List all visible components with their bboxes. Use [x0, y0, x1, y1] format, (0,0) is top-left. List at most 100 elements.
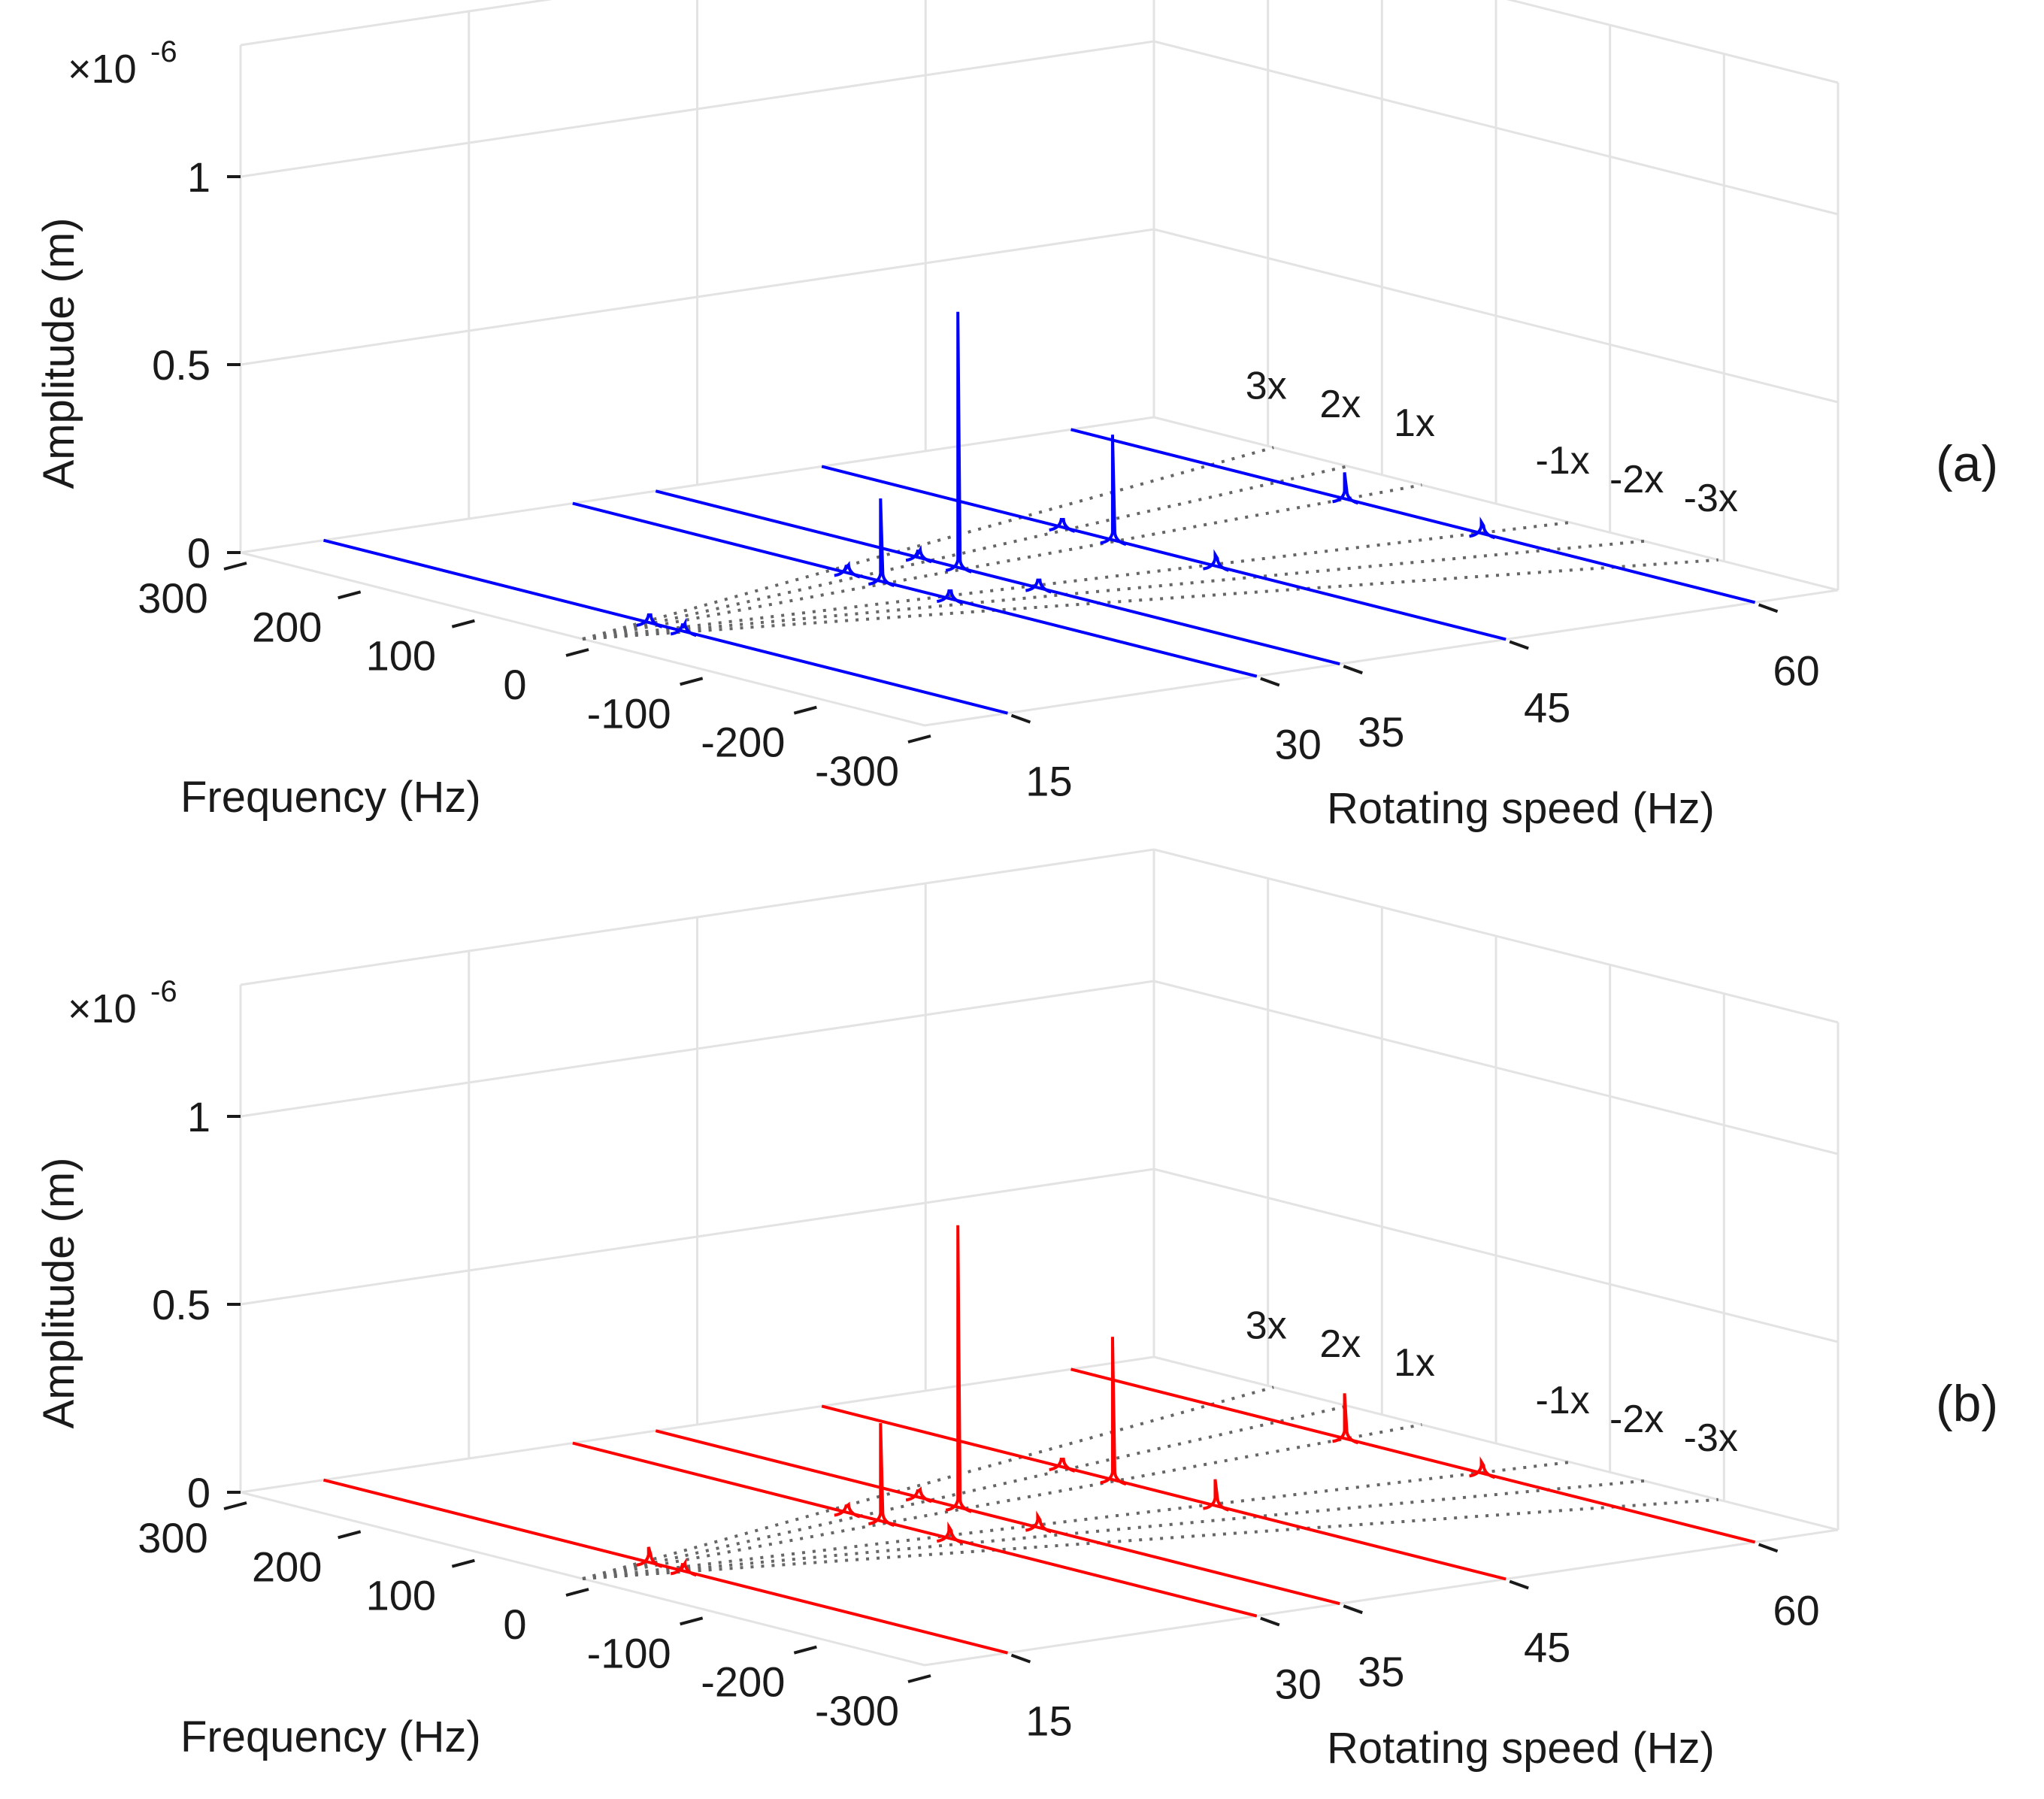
grid-line — [240, 416, 1155, 554]
grid-line — [240, 1355, 1155, 1494]
spectrum-peak — [1203, 549, 1230, 572]
x-tick-label: 300 — [138, 1514, 207, 1561]
spectrum-peak — [670, 618, 697, 638]
spectrum-peak — [834, 561, 861, 579]
spectrum-peak — [1469, 516, 1496, 540]
spectrum-peak — [1025, 578, 1052, 594]
y-tick-label: 60 — [1773, 1586, 1819, 1634]
spectrum-baseline — [655, 1429, 1340, 1606]
x-tick-label: 200 — [252, 1543, 322, 1590]
order-label: 2x — [1319, 383, 1361, 426]
z-axis-title: Amplitude (m) — [35, 218, 83, 489]
x-tick-label: -300 — [815, 747, 899, 795]
x-tick-label: 100 — [366, 632, 436, 680]
grid-line — [240, 228, 1155, 366]
y-axis-title: Rotating speed (Hz) — [1327, 1724, 1715, 1773]
grid-line — [1153, 1355, 1839, 1531]
spectrum-peak — [868, 498, 895, 587]
order-label: 3x — [1246, 1304, 1287, 1347]
grid-line — [1153, 228, 1839, 404]
y-tick — [1343, 1604, 1363, 1615]
z-tick-label: 0 — [187, 1469, 210, 1516]
exponent-label: ×10 — [68, 47, 137, 92]
order-line — [582, 1460, 1570, 1580]
y-tick — [1010, 713, 1031, 724]
spectrum-baseline — [821, 465, 1507, 641]
order-line — [582, 446, 1274, 641]
grid-line — [1506, 0, 1839, 84]
spectrum-peak — [1025, 1510, 1052, 1534]
y-tick-label: 15 — [1025, 758, 1072, 805]
series-speed-60 — [1070, 428, 1756, 604]
panel-label: (b) — [1936, 1375, 1998, 1432]
panel-a: 0 0.5 1 ×10 -6 Amplitude (m) 300 200 100 0 -100 -20… — [35, 0, 1998, 833]
spectrum-baseline — [1070, 428, 1756, 604]
grid-line — [1153, 416, 1839, 592]
x-tick — [793, 705, 817, 715]
z-tick-label: 1 — [187, 153, 210, 201]
exponent-label: ×10 — [68, 986, 137, 1031]
spectrum-peak — [1100, 435, 1127, 547]
spectrum-peak — [1332, 472, 1359, 505]
order-label: -1x — [1535, 439, 1589, 483]
x-tick-label: -300 — [815, 1687, 899, 1734]
spectrum-baseline — [821, 1404, 1507, 1581]
x-tick — [680, 1616, 704, 1626]
series-speed-35 — [655, 1225, 1340, 1606]
spectrum-peak — [1049, 517, 1076, 533]
x-tick-label: -200 — [701, 1658, 785, 1706]
z-tick-label: 0 — [187, 529, 210, 577]
grid-line — [240, 0, 553, 47]
grid-line — [1153, 1168, 1839, 1343]
x-tick-label: 0 — [503, 1601, 526, 1648]
x-axis-title: Frequency (Hz) — [180, 1713, 481, 1761]
order-line — [582, 558, 1718, 641]
x-tick — [223, 1501, 247, 1510]
series-speed-45 — [821, 1337, 1507, 1581]
order-label: -3x — [1684, 1416, 1738, 1460]
spectrum-baseline — [572, 501, 1258, 678]
series-speed-15 — [322, 538, 1008, 715]
x-tick — [223, 562, 247, 571]
order-line — [582, 465, 1349, 641]
spectrum-peak — [945, 311, 972, 574]
series-speed-30 — [572, 498, 1258, 678]
y-tick-label: 45 — [1524, 1623, 1570, 1670]
panel-label: (a) — [1936, 435, 1998, 492]
x-axis-title: Frequency (Hz) — [180, 773, 481, 822]
spectrum-peak — [1100, 1337, 1127, 1486]
spectrum-baseline — [1070, 1367, 1756, 1544]
order-label: -3x — [1684, 477, 1738, 520]
y-tick — [1509, 640, 1529, 650]
spectrum-peak — [936, 1521, 963, 1544]
grid-line — [240, 848, 1155, 986]
grid-lines — [239, 0, 1840, 727]
spectrum-peak — [1203, 1479, 1230, 1512]
spectrum-peak — [905, 545, 932, 564]
y-tick — [1010, 1653, 1031, 1664]
x-tick — [451, 1558, 475, 1568]
spectrum-baseline — [655, 489, 1340, 666]
series-speed-30 — [572, 1423, 1258, 1618]
y-tick-label: 45 — [1524, 683, 1570, 731]
grid-line — [240, 40, 1155, 178]
x-tick-label: 200 — [252, 603, 322, 650]
y-tick-label: 30 — [1275, 721, 1322, 768]
x-tick — [680, 677, 704, 686]
order-line — [582, 1404, 1349, 1580]
grid-line — [240, 1491, 1839, 1667]
spectrum-peak — [834, 1501, 861, 1519]
y-tick — [1343, 665, 1363, 675]
x-tick-label: 300 — [138, 574, 207, 622]
series-speed-45 — [821, 435, 1507, 641]
x-tick — [907, 1674, 931, 1683]
spectrum-peak — [670, 1558, 697, 1577]
x-tick — [565, 648, 589, 657]
x-tick — [907, 734, 931, 744]
x-tick-label: -100 — [587, 689, 671, 737]
order-label: -2x — [1609, 458, 1664, 501]
spectrum-peak — [1049, 1457, 1076, 1473]
spectrum-peak — [1469, 1456, 1496, 1479]
exponent-power: -6 — [150, 35, 177, 68]
